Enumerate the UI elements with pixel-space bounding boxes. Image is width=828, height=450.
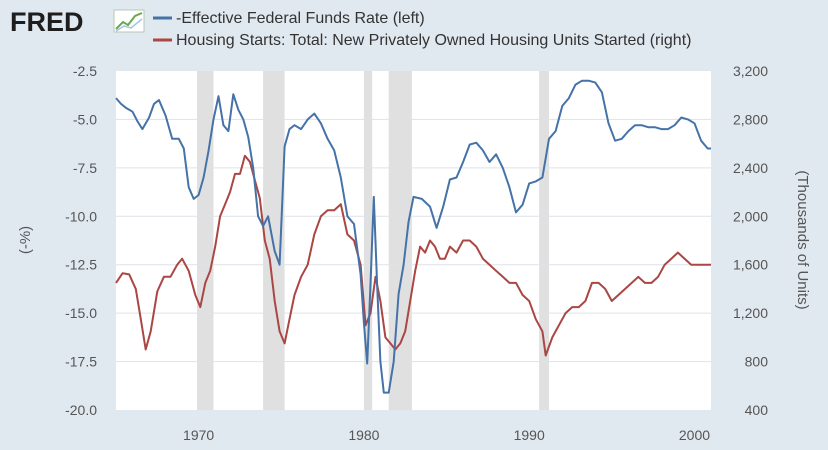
recession-bar-3 (388, 71, 412, 410)
housing-starts-line (115, 154, 711, 357)
left-tick-label: -15.0 (65, 305, 97, 321)
left-tick-label: -20.0 (65, 402, 97, 418)
plot-area (116, 71, 711, 410)
left-tick-label: -7.5 (73, 160, 97, 176)
left-tick-label: -5.0 (73, 111, 97, 127)
left-tick-label: -10.0 (65, 208, 97, 224)
legend-label-right: Housing Starts: Total: New Privately Own… (176, 32, 691, 49)
right-tick-label: 400 (745, 402, 769, 418)
left-tick-label: -17.5 (65, 354, 97, 370)
right-tick-label: 1,600 (733, 257, 768, 273)
fred-logo-text: FRED (10, 7, 84, 37)
right-tick-label: 1,200 (733, 305, 768, 321)
right-tick-label: 3,200 (733, 63, 768, 79)
left-axis-title: (-%) (17, 226, 34, 254)
series-lines (115, 79, 711, 394)
left-axis-ticks: -2.5 -5.0 -7.5 -10.0 -12.5 -15.0 -17.5 -20.0 (65, 63, 97, 418)
recession-bar-0 (196, 71, 214, 410)
right-tick-label: 2,800 (733, 111, 768, 127)
right-axis-title: (Thousands of Units) (794, 170, 811, 309)
fred-trend-icon (113, 9, 145, 33)
legend: -Effective Federal Funds Rate (left) Hou… (153, 10, 691, 49)
x-tick-label: 1990 (514, 427, 545, 443)
right-tick-label: 2,400 (733, 160, 768, 176)
x-tick-label: 1970 (183, 427, 214, 443)
fred-logo[interactable]: FRED (10, 7, 145, 37)
recession-bar-4 (539, 71, 550, 410)
recession-bar-2 (363, 71, 373, 410)
right-tick-label: 800 (745, 354, 769, 370)
legend-label-left: -Effective Federal Funds Rate (left) (176, 10, 425, 27)
x-axis-ticks: 1970 1980 1990 2000 (183, 427, 710, 443)
right-tick-label: 2,000 (733, 208, 768, 224)
x-tick-label: 1980 (348, 427, 379, 443)
grid-lines (116, 118, 711, 363)
right-axis-ticks: 3,200 2,800 2,400 2,000 1,600 1,200 800 400 (733, 63, 768, 418)
left-tick-label: -2.5 (73, 63, 97, 79)
fed-funds-rate-line (115, 79, 711, 394)
left-tick-label: -12.5 (65, 257, 97, 273)
x-tick-label: 2000 (679, 427, 710, 443)
